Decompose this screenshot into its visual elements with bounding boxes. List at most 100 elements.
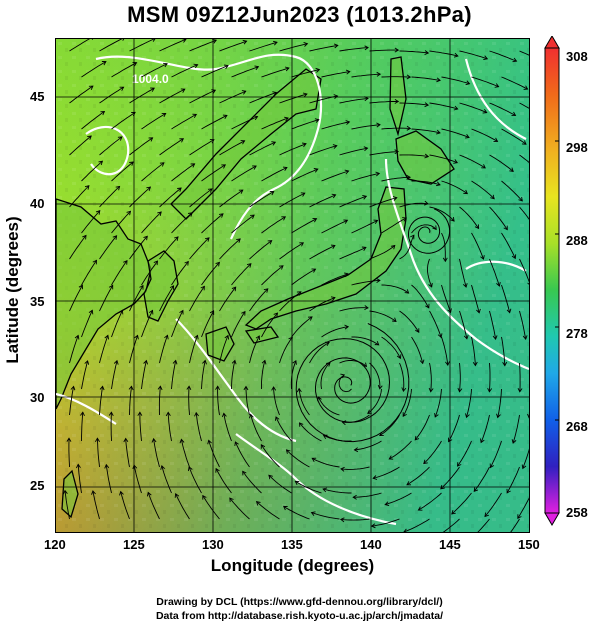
streamline [279,192,306,208]
streamline-arrowhead [362,194,368,200]
streamline-arrowhead [193,63,199,69]
shikoku [244,326,280,344]
streamline-arrowhead [292,359,297,365]
streamline [423,440,442,464]
streamline [111,260,128,286]
streamline [133,465,142,494]
streamline-arrowhead [267,240,273,245]
streamline [429,362,432,392]
streamline [321,170,349,182]
streamline-arrowhead [296,387,302,393]
streamline-arrowhead [143,235,148,241]
streamline-arrowhead [179,438,185,444]
streamline-arrowhead [303,41,309,47]
streamline [489,102,516,116]
streamline-arrowhead [436,77,441,83]
streamline-arrowhead [493,137,499,142]
streamline [81,260,97,286]
streamline-arrowhead [271,386,277,391]
streamline [459,258,467,288]
streamline-arrowhead [437,333,443,339]
streamline-arrowhead [231,359,237,365]
streamline [99,335,109,364]
streamline-arrowhead [174,236,179,241]
streamline [195,412,202,442]
streamline [81,360,89,390]
streamline-arrowhead [282,505,288,511]
streamline [339,307,369,312]
streamline [291,218,317,234]
streamline-arrowhead [137,411,143,416]
streamline-arrowhead [202,359,207,365]
streamline [369,362,381,389]
streamline [471,336,476,366]
streamline [219,140,245,156]
streamline [208,440,220,468]
credit-line: Drawing by DCL (https://www.gfd-dennou.o… [156,596,443,608]
streamline [219,40,247,52]
streamline-arrowhead [101,61,107,66]
streamline [111,310,123,338]
streamline-arrowhead [66,437,72,442]
streamline [188,386,190,416]
streamline [466,388,472,418]
streamline-arrowhead [417,506,423,511]
streamline [471,76,499,88]
streamline [510,518,520,532]
streamline [480,414,490,443]
streamline-arrowhead [322,487,328,493]
streamline-arrowhead [388,455,394,460]
streamline [69,39,91,52]
streamline-arrowhead [119,490,124,496]
china-coast [56,198,152,410]
streamline [261,216,286,234]
streamline [321,121,350,130]
streamline-arrowhead [104,463,110,469]
streamline [261,312,278,338]
streamline-arrowhead [119,86,125,91]
streamline-arrowhead [181,39,187,43]
streamline-arrowhead [370,523,376,529]
streamline [219,189,244,208]
streamline-arrowhead [152,39,156,42]
streamline-arrowhead [157,211,162,217]
streamline-arrowhead [440,484,445,490]
streamline [129,386,132,416]
streamline [441,284,452,313]
streamline-arrowhead [341,420,347,426]
streamline-arrowhead [311,268,317,273]
streamline [321,71,350,78]
streamline [471,232,484,260]
streamline [129,39,155,52]
streamline [309,245,336,260]
streamline-arrowhead [451,509,456,515]
streamline-arrowhead [271,141,277,146]
streamline-arrowhead [123,437,129,443]
streamline-arrowhead [436,129,441,135]
streamline-arrowhead [184,260,189,266]
streamline [261,265,284,286]
streamline-arrowhead [229,497,234,503]
streamline-arrowhead [403,528,407,532]
streamline [81,412,84,441]
streamline [250,414,262,442]
streamline-arrowhead [75,463,81,469]
streamline [490,440,502,468]
streamline [512,414,520,444]
streamline [68,438,70,468]
streamline [427,258,433,288]
streamline [249,141,276,156]
streamline [171,163,195,182]
streamline [77,464,82,494]
streamline [175,493,190,520]
streamline-arrowhead [112,235,118,240]
y-tick-label: 45 [30,89,45,104]
streamline-arrowhead [489,463,495,469]
streamline [96,438,100,468]
streamline-arrowhead [234,441,239,446]
streamline-arrowhead [364,305,369,311]
streamline-arrowhead [91,490,96,495]
streamline [501,128,527,145]
streamline-arrowhead [281,216,287,221]
streamline-arrowhead [211,89,217,94]
